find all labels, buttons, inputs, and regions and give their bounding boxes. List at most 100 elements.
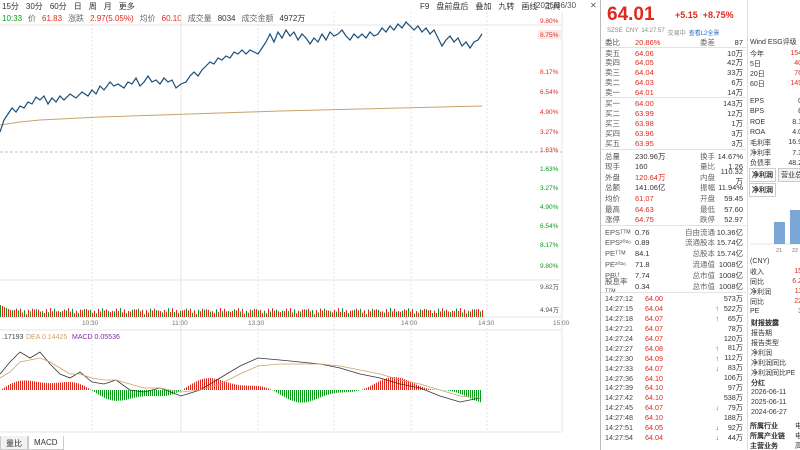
stat-row: 现手 160 量比 1.26	[605, 162, 743, 172]
macd-bar	[190, 384, 191, 390]
report-link[interactable]: 报告类型	[751, 340, 779, 347]
price-line	[0, 21, 483, 133]
volume-bar	[226, 311, 227, 317]
period-week[interactable]: 周	[88, 1, 97, 11]
forecast-row: 净利润11	[750, 288, 800, 296]
macd-bar	[104, 390, 105, 398]
period-15min[interactable]: 15分	[2, 1, 19, 11]
bid-row[interactable]: 买五 63.95 3万	[605, 138, 743, 148]
macd-bar	[216, 378, 217, 390]
ask-row[interactable]: 卖四 64.05 42万	[605, 58, 743, 68]
overlay-button[interactable]: 叠加	[475, 1, 492, 11]
dividend-label[interactable]: 分红	[751, 380, 765, 387]
period-more[interactable]: 更多	[118, 1, 135, 11]
volume-bar	[84, 309, 85, 317]
macd-bar	[478, 390, 479, 402]
draw-line-button[interactable]: 画线	[521, 1, 538, 11]
arrow-up-icon: ↑	[715, 353, 719, 363]
close-icon[interactable]: ✕	[590, 1, 597, 10]
volume-bar	[286, 308, 287, 317]
macd-bar	[148, 390, 149, 397]
side-row: 今年154	[750, 50, 800, 58]
macd-bar	[166, 390, 167, 396]
macd-bar	[384, 378, 385, 390]
period-day[interactable]: 日	[73, 1, 82, 11]
macd-bar	[212, 378, 213, 390]
volume-bar	[168, 308, 169, 317]
l2-link[interactable]: 查看L2全景	[688, 31, 720, 37]
tick-row: 14:27:27 64.08 ↑ 81万	[605, 343, 743, 353]
industry-row[interactable]: 所属产业链电	[750, 432, 800, 440]
industry-row[interactable]: 主营业务高	[750, 442, 800, 450]
bid-row[interactable]: 买四 63.96 3万	[605, 128, 743, 138]
report-link[interactable]: 净利润同比	[751, 360, 786, 367]
period-60min[interactable]: 60分	[49, 1, 67, 11]
volume-bar	[456, 308, 457, 317]
bid-row[interactable]: 买三 63.98 1万	[605, 118, 743, 128]
nine-turn-button[interactable]: 九转	[498, 1, 515, 11]
tab-net-profit-2[interactable]: 净利润	[749, 183, 776, 197]
ask-row[interactable]: 卖二 64.03 6万	[605, 77, 743, 87]
report-link[interactable]: 财报披露	[751, 320, 779, 327]
macd-bar	[242, 385, 243, 390]
volume-bar	[228, 310, 229, 317]
bid-row[interactable]: 买二 63.99 12万	[605, 108, 743, 118]
volume-bar	[148, 312, 149, 317]
volume-bar	[444, 310, 445, 317]
volume-bar	[46, 309, 47, 317]
volume-bar	[408, 308, 409, 317]
macd-bar	[94, 390, 95, 393]
period-30min[interactable]: 30分	[25, 1, 43, 11]
volume-bar	[220, 308, 221, 317]
volume-bar	[272, 308, 273, 317]
tick-row: 14:27:36 64.10 106万	[605, 373, 743, 383]
tab-volume-ratio[interactable]: 量比	[0, 436, 28, 450]
bid-row[interactable]: 买一 64.00 143万	[605, 98, 743, 108]
volume-bar	[6, 308, 7, 317]
intraday-chart[interactable]: 9.80% 8.75% 8.17% 6.54% 4.90% 3.27% 1.63…	[0, 12, 598, 436]
price-change: +5.15 +8.75%	[675, 10, 734, 20]
macd-bar	[294, 390, 295, 402]
volume-bar	[212, 311, 213, 317]
macd-bar	[322, 390, 323, 397]
volume-bar	[288, 311, 289, 317]
volume-bar	[410, 311, 411, 317]
macd-bar	[288, 390, 289, 400]
tick-row: 14:27:12 64.00 573万	[605, 293, 743, 304]
tools-button[interactable]: 工具	[544, 1, 561, 11]
macd-bar	[378, 381, 379, 390]
forecast-row: 同比6.2	[750, 278, 800, 286]
tab-net-profit[interactable]: 净利润	[749, 168, 776, 182]
time-label-0: 10:30	[82, 320, 99, 327]
volume-bar	[178, 312, 179, 317]
forecast-row: 同比22	[750, 298, 800, 306]
report-link[interactable]: 报告期	[751, 330, 772, 337]
volume-bar	[118, 311, 119, 317]
volume-bar	[400, 311, 401, 317]
volume-bar	[354, 309, 355, 317]
industry-row[interactable]: 所属行业电	[750, 422, 800, 430]
macd-bar	[248, 385, 249, 390]
ask-row[interactable]: 卖三 64.04 33万	[605, 68, 743, 78]
report-link[interactable]: 净利润同比PE	[751, 370, 796, 377]
period-month[interactable]: 月	[103, 1, 112, 11]
pre-post-market-button[interactable]: 盘前盘后	[436, 1, 469, 11]
volume-bar	[110, 312, 111, 317]
volume-bar	[132, 309, 133, 317]
volume-bar	[76, 310, 77, 317]
volume-bar	[368, 309, 369, 317]
f9-button[interactable]: F9	[420, 1, 430, 11]
tab-revenue[interactable]: 营业总收	[778, 168, 800, 182]
tick-row: 14:27:39 64.10 97万	[605, 383, 743, 393]
ask-row[interactable]: 卖一 64.01 14万	[605, 87, 743, 97]
tick-row: 14:27:54 64.04 ↓ 44万	[605, 432, 743, 442]
report-link[interactable]: 净利润	[751, 350, 772, 357]
tab-macd[interactable]: MACD	[28, 436, 64, 450]
macd-dea: DEA 0.14425	[26, 334, 67, 341]
macd-bar	[396, 377, 397, 390]
ask-row[interactable]: 卖五 64.06 10万	[605, 48, 743, 58]
macd-bar	[430, 389, 431, 390]
volume-bar	[262, 312, 263, 317]
macd-bar	[250, 385, 251, 390]
volume-bar	[190, 308, 191, 317]
